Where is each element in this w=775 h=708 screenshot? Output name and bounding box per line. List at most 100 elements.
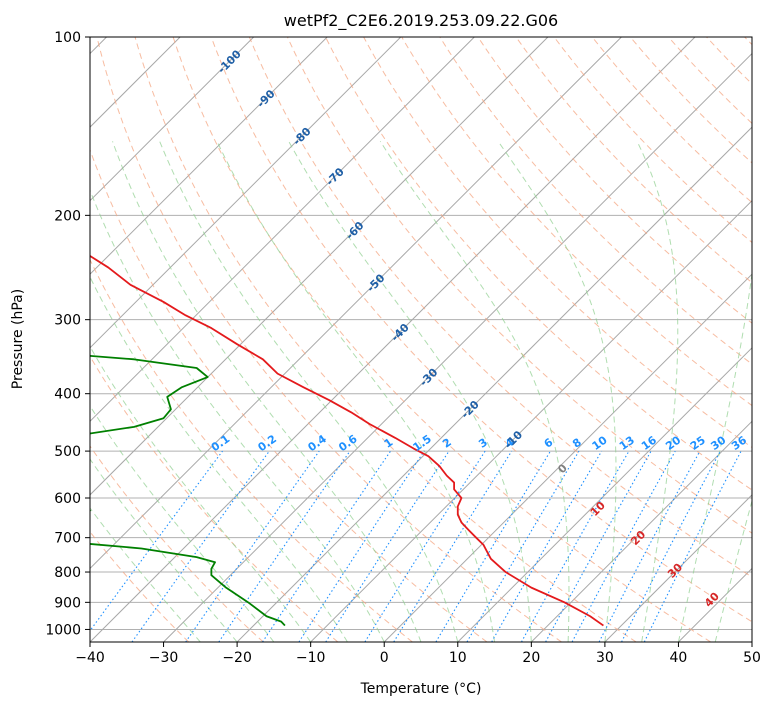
dry-adiabat-line xyxy=(134,37,637,642)
wetbulb-label: 40 xyxy=(702,590,722,610)
dry-adiabat-line xyxy=(286,37,752,534)
mixing-ratio-line xyxy=(218,450,351,642)
dry-adiabat-line xyxy=(248,37,752,578)
dry-adiabat-line xyxy=(553,37,752,244)
mixing-ratio-line xyxy=(90,450,223,632)
x-tick-label: 10 xyxy=(449,650,467,666)
wetbulb-label: 20 xyxy=(628,528,648,548)
x-tick-label: 20 xyxy=(522,650,540,666)
isotherm-label: -70 xyxy=(324,165,347,188)
moist-adiabat-line xyxy=(216,141,496,642)
isotherm-line xyxy=(383,273,752,642)
mixing-ratio-label: 1 xyxy=(382,436,396,451)
isotherm-line xyxy=(751,641,752,642)
x-tick-label: −20 xyxy=(222,650,252,666)
moist-adiabat-line xyxy=(90,507,201,642)
x-tick-label: −40 xyxy=(75,650,105,666)
isotherm-line xyxy=(163,52,752,642)
y-tick-label: 100 xyxy=(54,30,81,46)
moist-adiabat-line xyxy=(288,141,532,642)
profile-lines xyxy=(90,254,604,627)
isotherm-label: -90 xyxy=(254,87,277,110)
dry-adiabat-line xyxy=(172,37,712,642)
mixing-ratio-line xyxy=(298,450,425,642)
moist-adiabat-line xyxy=(90,275,348,642)
isotherm-line xyxy=(90,37,622,570)
moist-adiabat-line xyxy=(90,405,275,642)
y-tick-label: 400 xyxy=(54,387,81,403)
y-tick-label: 600 xyxy=(54,491,81,507)
dry-adiabat-line xyxy=(96,37,562,642)
wetbulb-label: 30 xyxy=(665,561,685,581)
moist-adiabat-line xyxy=(677,270,752,642)
isotherm-line xyxy=(530,420,752,642)
dry-adiabat-line xyxy=(629,37,752,164)
isotherm-label: -50 xyxy=(364,271,387,294)
mixing-ratio-line xyxy=(393,450,513,642)
dry-adiabat-line xyxy=(90,148,488,642)
mixing-ratio-line xyxy=(262,450,391,642)
x-tick-label: 40 xyxy=(670,650,688,666)
isotherm-line xyxy=(457,347,752,642)
mixing-ratio-line xyxy=(325,450,450,642)
dry-adiabat-line xyxy=(439,37,752,365)
background-lines xyxy=(90,37,752,642)
x-tick-label: 0 xyxy=(380,650,389,666)
x-tick-label: −30 xyxy=(149,650,179,666)
dry-adiabat-line xyxy=(706,37,752,85)
dry-adiabat-line xyxy=(90,445,264,642)
mixing-ratio-line xyxy=(571,450,676,642)
y-tick-label: 300 xyxy=(54,313,81,329)
isotherm-line xyxy=(90,37,255,202)
isotherm-line xyxy=(90,37,549,496)
isotherm-line xyxy=(90,37,328,275)
isotherm-line xyxy=(236,126,752,642)
x-tick-label: 50 xyxy=(743,650,761,666)
isotherm-line xyxy=(678,567,752,642)
moist-adiabat-line xyxy=(90,188,385,642)
mixing-ratio-label: 30 xyxy=(708,433,728,453)
mixing-ratio-line xyxy=(364,450,486,642)
moist-adiabat-line xyxy=(90,345,312,642)
mixing-ratio-line xyxy=(643,450,742,642)
y-tick-label: 800 xyxy=(54,565,81,581)
mixing-ratio-line xyxy=(520,450,630,642)
chart-title: wetPf2_C2E6.2019.253.09.22.G06 xyxy=(284,11,558,31)
dry-adiabat-line xyxy=(591,37,752,204)
mixing-ratio-label: 20 xyxy=(663,433,683,453)
mixing-ratio-label: 36 xyxy=(729,433,749,453)
moist-adiabat-line xyxy=(497,141,617,642)
mixing-ratio-line xyxy=(131,450,270,642)
isotherm-line xyxy=(90,37,402,349)
mixing-ratio-label: 10 xyxy=(590,433,610,453)
x-axis-label: Temperature (°C) xyxy=(360,681,482,697)
isotherm-line xyxy=(90,37,475,423)
y-tick-label: 900 xyxy=(54,595,81,611)
y-axis-label: Pressure (hPa) xyxy=(10,289,26,389)
dry-adiabat-line xyxy=(668,37,752,125)
temperature-profile-line xyxy=(90,254,604,627)
moist-adiabat-line xyxy=(714,499,752,642)
plot-frame xyxy=(89,36,753,643)
y-tick-label: 700 xyxy=(54,531,81,547)
mixing-ratio-line xyxy=(185,450,320,642)
mixing-ratio-label: 6 xyxy=(542,436,556,451)
moist-adiabat-line xyxy=(159,141,459,642)
x-tick-label: 30 xyxy=(596,650,614,666)
dry-adiabat-line xyxy=(515,37,752,284)
moist-adiabat-line xyxy=(90,458,238,642)
mixing-ratio-label: 25 xyxy=(688,434,708,453)
dry-adiabat-line xyxy=(325,37,752,491)
mixing-ratio-line xyxy=(545,450,652,642)
dry-adiabat-line xyxy=(477,37,752,324)
mixing-ratio-label: 13 xyxy=(617,434,637,453)
dry-adiabat-line xyxy=(744,37,752,46)
x-tick-label: −10 xyxy=(296,650,326,666)
dewpoint-profile-line xyxy=(90,354,286,627)
dry-adiabat-line xyxy=(90,355,339,642)
y-tick-label: 500 xyxy=(54,444,81,460)
isotherm-line xyxy=(604,494,752,642)
wetbulb-label: 10 xyxy=(588,499,608,519)
moist-adiabat-line xyxy=(636,141,679,642)
mixing-ratio-label: 8 xyxy=(570,436,584,451)
